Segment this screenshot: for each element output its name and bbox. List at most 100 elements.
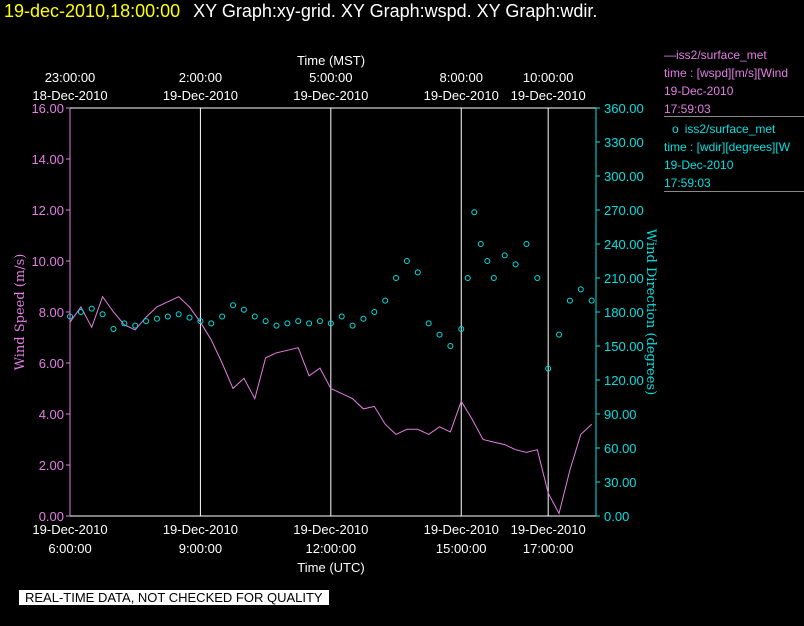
bottom-tick-time: 6:00:00 (48, 541, 91, 556)
wind-direction-point (306, 320, 313, 327)
legend-wspd-marker: — (664, 48, 676, 62)
bottom-tick-date: 19-Dec-2010 (293, 522, 368, 537)
bottom-tick-time: 17:00:00 (523, 541, 574, 556)
wind-direction-point (577, 286, 584, 293)
legend-wspd-line1: time : [wspd][m/s][Wind (664, 66, 789, 80)
wind-direction-point (110, 326, 117, 332)
wind-direction-point (99, 311, 106, 318)
wind-direction-point (534, 275, 541, 281)
wind-direction-point (458, 326, 465, 332)
wind-direction-point (501, 252, 508, 259)
wind-direction-point (240, 306, 247, 313)
right-tick-label: 150.00 (604, 339, 644, 354)
wind-direction-point (164, 313, 171, 320)
wind-direction-point (436, 331, 443, 338)
wind-direction-point (382, 297, 389, 304)
legend-wspd-name: iss2/surface_met (676, 48, 767, 62)
axes-layer: 19-Dec-2010 6:00:00 19-Dec-2010 9:00:00 19-D… (31, 70, 643, 556)
legend-wdir-marker: o (672, 122, 679, 136)
left-tick-label: 10.00 (31, 254, 64, 269)
wind-direction-point (273, 322, 280, 329)
wind-direction-point (425, 320, 432, 327)
wind-direction-point (197, 318, 204, 325)
top-tick-date: 19-Dec-2010 (293, 88, 368, 103)
right-tick-label: 0.00 (604, 509, 629, 524)
right-tick-label: 180.00 (604, 305, 644, 320)
bottom-tick-date: 19-Dec-2010 (511, 522, 586, 537)
wind-direction-point (464, 275, 471, 281)
wind-direction-point (186, 314, 193, 321)
wind-direction-point (566, 297, 573, 304)
wind-direction-point (88, 305, 95, 312)
legend-wspd: —iss2/surface_met time : [wspd][m/s][Win… (664, 46, 804, 118)
wind-speed-line (69, 295, 593, 515)
header-title: XY Graph:xy-grid. XY Graph:wspd. XY Grap… (193, 1, 598, 21)
right-tick-label: 90.00 (604, 407, 637, 422)
wind-direction-point (316, 318, 323, 325)
top-tick-date: 18-Dec-2010 (32, 88, 107, 103)
left-tick-label: 12.00 (31, 203, 64, 218)
wind-direction-point (477, 241, 484, 247)
left-tick-label: 14.00 (31, 152, 64, 167)
top-tick-date: 19-Dec-2010 (511, 88, 586, 103)
right-tick-label: 360.00 (604, 101, 644, 116)
wind-direction-point (349, 322, 356, 329)
legend-wdir-line3: 17:59:03 (664, 176, 711, 190)
wind-direction-point (414, 269, 421, 276)
left-tick-label: 4.00 (39, 407, 64, 422)
wind-direction-point (175, 311, 182, 318)
wind-direction-point (371, 309, 378, 315)
top-axis-label: Time (MST) (297, 53, 365, 68)
right-tick-label: 300.00 (604, 169, 644, 184)
wind-direction-point (393, 275, 400, 281)
top-tick-time: 8:00:00 (440, 70, 483, 85)
top-tick-time: 5:00:00 (309, 70, 352, 85)
right-tick-label: 270.00 (604, 203, 644, 218)
wind-direction-point (121, 320, 128, 327)
wind-direction-point (295, 318, 302, 325)
wind-direction-point (208, 320, 215, 327)
legend-wspd-line2: 19-Dec-2010 (664, 84, 734, 98)
wind-direction-point (403, 258, 410, 264)
wind-direction-point (251, 313, 258, 320)
header-datetime: 19-dec-2010,18:00:00 (4, 1, 181, 21)
right-tick-label: 240.00 (604, 237, 644, 252)
wind-direction-point (284, 320, 291, 327)
top-tick-time: 23:00:00 (45, 70, 96, 85)
left-tick-label: 0.00 (39, 509, 64, 524)
legend-wdir-name: iss2/surface_met (684, 122, 776, 136)
top-tick-time: 2:00:00 (179, 70, 222, 85)
left-tick-label: 2.00 (39, 458, 64, 473)
bottom-tick-date: 19-Dec-2010 (424, 522, 499, 537)
wind-direction-point (556, 331, 563, 338)
wind-direction-point (523, 241, 530, 247)
grid-layer (70, 107, 596, 517)
left-tick-label: 6.00 (39, 356, 64, 371)
wind-direction-point (545, 365, 552, 372)
wind-direction-point (230, 302, 237, 309)
right-tick-label: 330.00 (604, 135, 644, 150)
right-tick-label: 210.00 (604, 271, 644, 286)
left-tick-label: 8.00 (39, 305, 64, 320)
wind-direction-point (327, 320, 334, 327)
wind-direction-point (143, 318, 150, 325)
legend-wspd-line3: 17:59:03 (664, 102, 711, 116)
legend-wdir-line1: time : [wdir][degrees][W (664, 140, 791, 154)
right-axis-label: Wind Direction (degrees) (643, 229, 658, 395)
top-tick-time: 10:00:00 (523, 70, 574, 85)
bottom-tick-time: 9:00:00 (179, 541, 222, 556)
wind-direction-point (132, 322, 139, 329)
wind-direction-point (77, 309, 84, 315)
legend-wdir: o iss2/surface_met time : [wdir][degrees]… (664, 120, 804, 192)
top-tick-date: 19-Dec-2010 (163, 88, 238, 103)
wind-direction-point (490, 275, 497, 281)
wind-direction-point (484, 258, 491, 264)
top-tick-date: 19-Dec-2010 (424, 88, 499, 103)
wind-direction-point (447, 343, 454, 349)
wind-direction-point (338, 313, 345, 320)
legend-wdir-line2: 19-Dec-2010 (664, 158, 734, 172)
bottom-axis-label: Time (UTC) (297, 560, 364, 575)
right-tick-label: 120.00 (604, 373, 644, 388)
bottom-tick-date: 19-Dec-2010 (163, 522, 238, 537)
